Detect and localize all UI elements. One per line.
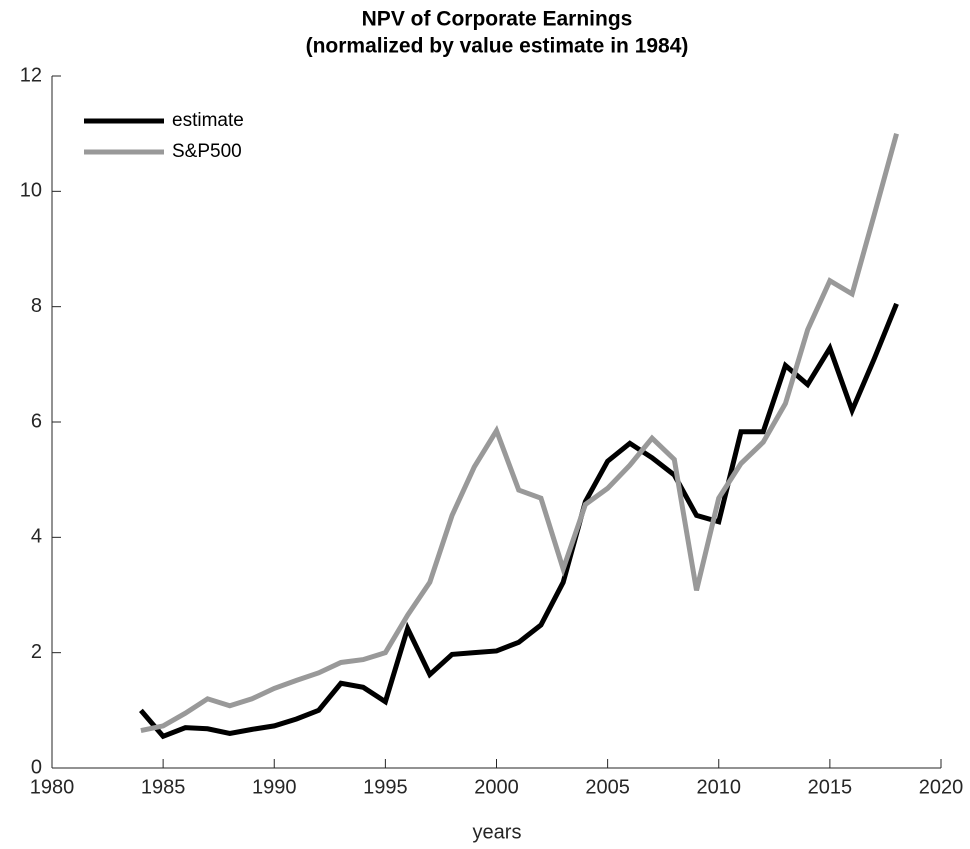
- y-tick-label: 10: [20, 180, 42, 202]
- x-tick-label: 2000: [474, 776, 519, 798]
- y-tick-label: 6: [31, 410, 42, 432]
- y-tick-label: 12: [20, 64, 42, 86]
- x-tick-label: 2015: [808, 776, 853, 798]
- x-tick-label: 1980: [30, 776, 75, 798]
- line-series: [140, 133, 899, 733]
- x-tick-label: 1995: [363, 776, 408, 798]
- x-tick-label: 2005: [585, 776, 630, 798]
- line-series: [139, 302, 899, 740]
- x-tick-label: 1985: [141, 776, 186, 798]
- legend-label: estimate: [172, 110, 244, 131]
- chart-subtitle: (normalized by value estimate in 1984): [306, 35, 689, 58]
- x-tick-label: 2010: [697, 776, 742, 798]
- legend-label: S&P500: [172, 141, 242, 162]
- x-axis-label: years: [473, 821, 522, 843]
- chart-title: NPV of Corporate Earnings: [362, 8, 633, 31]
- y-tick-label: 2: [31, 641, 42, 663]
- x-tick-label: 2020: [919, 776, 964, 798]
- x-tick-label: 1990: [252, 776, 297, 798]
- y-tick-label: 8: [31, 295, 42, 317]
- y-tick-label: 0: [31, 756, 42, 778]
- y-tick-label: 4: [31, 526, 42, 548]
